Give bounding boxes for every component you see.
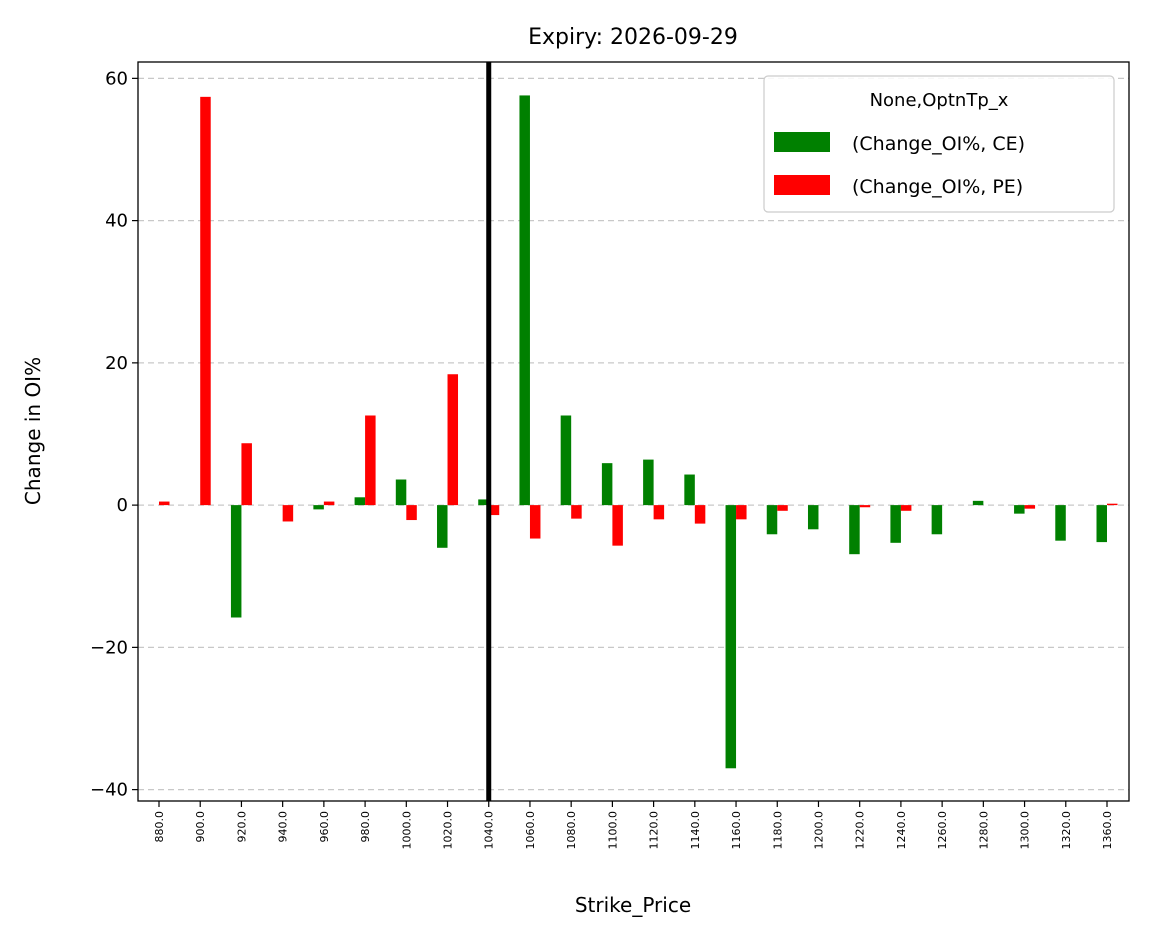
- x-tick-label: 1360.0: [1101, 811, 1114, 850]
- bar-ce: [395, 479, 407, 506]
- y-tick-label: 60: [105, 68, 128, 89]
- bar-ce: [313, 505, 324, 510]
- x-tick-label: 920.0: [235, 811, 248, 843]
- y-tick-label: 40: [105, 211, 128, 232]
- legend-box: [763, 75, 1115, 213]
- bar-ce: [1055, 505, 1066, 541]
- bar-ce: [684, 474, 695, 506]
- legend-swatch-pe: [774, 175, 830, 195]
- x-tick-label: 900.0: [194, 811, 207, 843]
- bar-ce: [766, 505, 778, 535]
- bar-pe: [447, 374, 459, 506]
- bar-pe: [159, 501, 170, 506]
- x-axis-label: Strike_Price: [575, 893, 691, 917]
- bar-pe: [200, 96, 211, 506]
- bar-pe: [488, 505, 500, 516]
- bar-ce: [560, 415, 572, 506]
- x-tick-label: 1140.0: [689, 811, 702, 850]
- bar-ce: [849, 505, 860, 555]
- bar-ce: [601, 463, 613, 506]
- bar-pe: [653, 505, 665, 520]
- legend: None,OptnTp_x (Change_OI%, CE) (Change_O…: [763, 75, 1115, 213]
- bar-ce: [890, 505, 901, 543]
- bar-pe: [406, 505, 417, 521]
- bar-pe: [694, 505, 706, 524]
- x-tick-label: 1160.0: [730, 811, 743, 850]
- x-tick-label: 1000.0: [400, 811, 413, 850]
- bar-pe: [777, 505, 788, 511]
- bar-ce: [725, 505, 737, 769]
- bar-pe: [241, 443, 252, 506]
- bar-ce: [230, 505, 242, 618]
- bar-ce: [437, 505, 448, 548]
- x-tick-label: 1220.0: [854, 811, 867, 850]
- y-tick-label: −20: [90, 637, 128, 658]
- bar-pe: [736, 505, 747, 520]
- x-tick-label: 1060.0: [524, 811, 537, 850]
- bar-pe: [323, 501, 335, 506]
- y-tick-label: 0: [117, 495, 128, 516]
- x-axis: 880.0 900.0 920.0 940.0 960.0 980.0 1000.0 1020…: [153, 801, 1114, 850]
- chart-title: Expiry: 2026-09-29: [528, 25, 738, 50]
- x-tick-label: 1080.0: [565, 811, 578, 850]
- bar-pe: [859, 505, 871, 508]
- y-tick-label: −40: [90, 780, 128, 801]
- x-tick-label: 1260.0: [936, 811, 949, 850]
- x-tick-label: 960.0: [318, 811, 331, 843]
- y-axis: −40 −20 0 20 40 60: [90, 68, 138, 801]
- bar-ce: [354, 497, 366, 506]
- x-tick-label: 1120.0: [648, 811, 661, 850]
- legend-title: None,OptnTp_x: [870, 90, 1009, 111]
- bar-pe: [571, 505, 582, 519]
- x-tick-label: 1100.0: [606, 811, 619, 850]
- legend-swatch-ce: [774, 132, 830, 152]
- bar-ce: [1014, 505, 1025, 514]
- y-axis-label: Change in OI%: [21, 357, 45, 505]
- bar-ce: [1096, 505, 1107, 543]
- y-tick-label: 20: [105, 353, 128, 374]
- x-tick-label: 1040.0: [483, 811, 496, 850]
- x-tick-label: 1240.0: [895, 811, 908, 850]
- bar-pe: [1107, 503, 1118, 506]
- bar-pe: [900, 505, 912, 511]
- x-tick-label: 980.0: [359, 811, 372, 843]
- bar-ce: [931, 505, 943, 535]
- x-tick-label: 880.0: [153, 811, 166, 843]
- x-tick-label: 1300.0: [1019, 811, 1032, 850]
- plot-frame: [137, 61, 1130, 802]
- bar-pe: [529, 505, 541, 539]
- x-tick-label: 940.0: [277, 811, 290, 843]
- bar-pe: [612, 505, 623, 546]
- bars: [148, 95, 1118, 769]
- x-tick-label: 1320.0: [1060, 811, 1073, 850]
- bar-pe: [282, 505, 294, 522]
- legend-label-pe: (Change_OI%, PE): [852, 176, 1023, 198]
- legend-label-ce: (Change_OI%, CE): [852, 133, 1025, 155]
- bar-pe: [365, 415, 376, 506]
- bar-ce: [519, 95, 530, 506]
- x-tick-label: 1200.0: [812, 811, 825, 850]
- x-tick-label: 1280.0: [977, 811, 990, 850]
- bar-pe: [1024, 505, 1036, 509]
- bar-ce: [807, 505, 819, 530]
- bar-ce: [643, 459, 654, 506]
- bar-ce: [972, 500, 984, 506]
- x-tick-label: 1180.0: [771, 811, 784, 850]
- x-tick-label: 1020.0: [442, 811, 455, 850]
- bar-ce: [478, 499, 489, 506]
